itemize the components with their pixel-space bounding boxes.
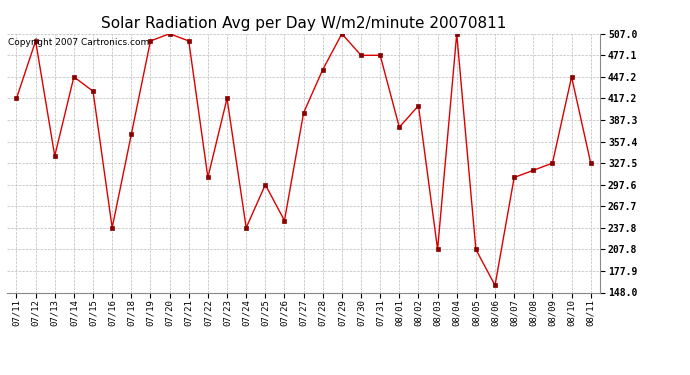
Text: Copyright 2007 Cartronics.com: Copyright 2007 Cartronics.com xyxy=(8,38,149,46)
Title: Solar Radiation Avg per Day W/m2/minute 20070811: Solar Radiation Avg per Day W/m2/minute … xyxy=(101,16,506,31)
